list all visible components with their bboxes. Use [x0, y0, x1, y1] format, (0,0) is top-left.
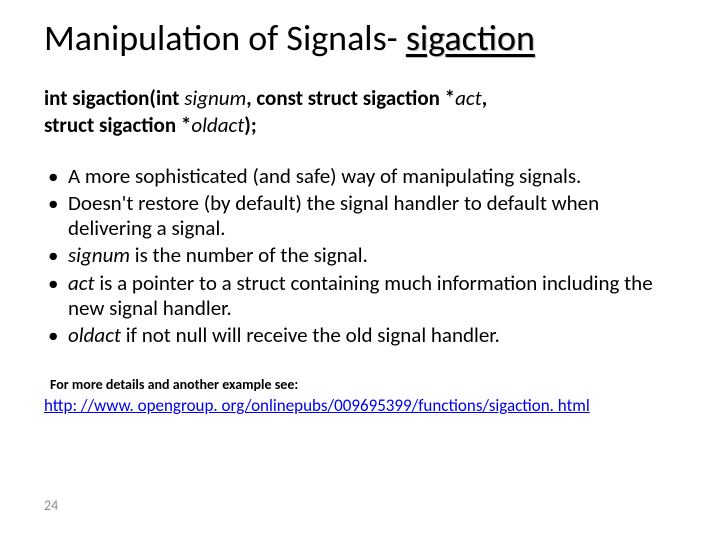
- signature-line-2: struct sigaction *oldact);: [44, 112, 676, 138]
- sig-text: );: [244, 112, 256, 138]
- signature-line-1: int sigaction(int signum, const struct s…: [44, 85, 676, 111]
- bullet-rest: if not null will receive the old signal …: [121, 322, 500, 348]
- bullet-item: A more sophisticated (and safe) way of m…: [44, 164, 676, 189]
- footnote-link[interactable]: http: //www. opengroup. org/onlinepubs/0…: [44, 395, 590, 416]
- bullet-keyword: signum: [68, 242, 130, 268]
- sig-text: , const struct sigaction *: [246, 85, 455, 111]
- slide: Manipulation of Signals- sigaction int s…: [0, 0, 720, 540]
- bullet-list: A more sophisticated (and safe) way of m…: [44, 164, 676, 348]
- bullet-item: oldact if not null will receive the old …: [44, 323, 676, 348]
- bullet-keyword: oldact: [68, 322, 121, 348]
- title-prefix: Manipulation of Signals-: [44, 16, 406, 60]
- bullet-item: act is a pointer to a struct containing …: [44, 271, 676, 321]
- bullet-rest: is a pointer to a struct containing much…: [68, 270, 653, 321]
- bullet-rest: is the number of the signal.: [130, 242, 368, 268]
- bullet-item: Doesn't restore (by default) the signal …: [44, 191, 676, 241]
- sig-param-oldact: oldact: [191, 112, 244, 138]
- footnote-label: For more details and another example see…: [50, 376, 676, 393]
- slide-title: Manipulation of Signals- sigaction: [44, 18, 676, 59]
- title-keyword: sigaction: [406, 16, 535, 60]
- bullet-keyword: act: [68, 270, 95, 296]
- page-number: 24: [44, 497, 58, 514]
- sig-text: struct sigaction *: [44, 112, 191, 138]
- bullet-item: signum is the number of the signal.: [44, 243, 676, 268]
- sig-text: ,: [482, 85, 487, 111]
- sig-param-act: act: [455, 85, 482, 111]
- sig-param-signum: signum: [184, 85, 246, 111]
- sig-text: int sigaction(int: [44, 85, 184, 111]
- function-signature: int sigaction(int signum, const struct s…: [44, 85, 676, 138]
